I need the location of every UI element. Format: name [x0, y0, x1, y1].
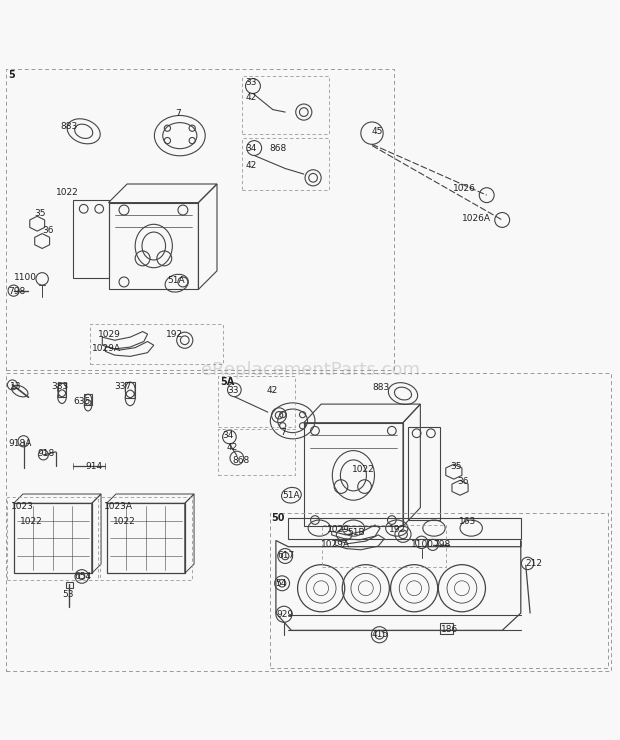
Text: 914: 914 [86, 462, 103, 471]
Text: 798: 798 [433, 540, 450, 549]
Text: 883: 883 [372, 383, 389, 392]
Text: 1029A: 1029A [92, 344, 121, 354]
Text: 918A: 918A [9, 439, 32, 448]
Text: 34: 34 [222, 431, 233, 440]
Text: 868: 868 [232, 456, 250, 465]
Text: 5A: 5A [221, 377, 235, 387]
Text: 42: 42 [246, 92, 257, 101]
Text: 212: 212 [525, 559, 542, 568]
Text: 654: 654 [74, 572, 92, 581]
Text: 33: 33 [227, 386, 239, 395]
Text: 36: 36 [42, 226, 54, 235]
Text: eReplacementParts.com: eReplacementParts.com [200, 361, 420, 379]
Text: 53: 53 [62, 590, 74, 599]
Text: 186: 186 [441, 625, 459, 633]
Text: 45: 45 [372, 127, 383, 136]
Text: 7: 7 [280, 428, 286, 437]
Text: 13: 13 [10, 382, 22, 391]
Text: 7: 7 [175, 110, 180, 118]
Text: 1026: 1026 [453, 184, 476, 193]
Text: 1100: 1100 [411, 540, 434, 549]
Text: 929: 929 [277, 610, 294, 619]
Text: 1026A: 1026A [462, 214, 491, 223]
Text: 1023A: 1023A [104, 502, 133, 511]
Text: 1022: 1022 [113, 517, 136, 526]
Text: 50: 50 [272, 513, 285, 522]
Text: 33: 33 [246, 78, 257, 87]
Text: 868: 868 [270, 144, 287, 152]
Text: 337: 337 [115, 382, 132, 391]
Text: 883: 883 [61, 122, 78, 132]
Text: 635: 635 [73, 397, 91, 406]
Text: 35: 35 [450, 462, 462, 471]
Text: 1029: 1029 [98, 329, 121, 338]
Text: 163: 163 [459, 517, 476, 526]
Text: 34: 34 [246, 144, 257, 152]
Text: 1022: 1022 [20, 517, 43, 526]
Text: 1029: 1029 [327, 525, 350, 534]
Text: 5: 5 [8, 70, 15, 81]
Text: 415: 415 [372, 630, 389, 639]
Text: 1029A: 1029A [321, 540, 350, 549]
Text: 1100: 1100 [14, 272, 37, 281]
Text: 51A: 51A [167, 275, 185, 285]
Text: 1022: 1022 [56, 187, 79, 197]
Text: 192: 192 [166, 329, 184, 338]
Text: 51B: 51B [347, 528, 365, 537]
Text: 36: 36 [458, 477, 469, 486]
Text: 54: 54 [275, 579, 286, 588]
Text: 51A: 51A [283, 491, 300, 500]
Text: 798: 798 [9, 287, 26, 296]
Text: 617: 617 [278, 551, 295, 560]
Text: 42: 42 [246, 161, 257, 170]
Text: 42: 42 [227, 443, 238, 452]
Text: 192: 192 [389, 525, 407, 534]
Text: 42: 42 [267, 386, 278, 395]
Text: 35: 35 [34, 209, 46, 218]
Text: 918: 918 [37, 449, 55, 458]
Text: 383: 383 [51, 382, 68, 391]
Text: 1022: 1022 [352, 465, 375, 474]
Text: 1023: 1023 [11, 502, 34, 511]
